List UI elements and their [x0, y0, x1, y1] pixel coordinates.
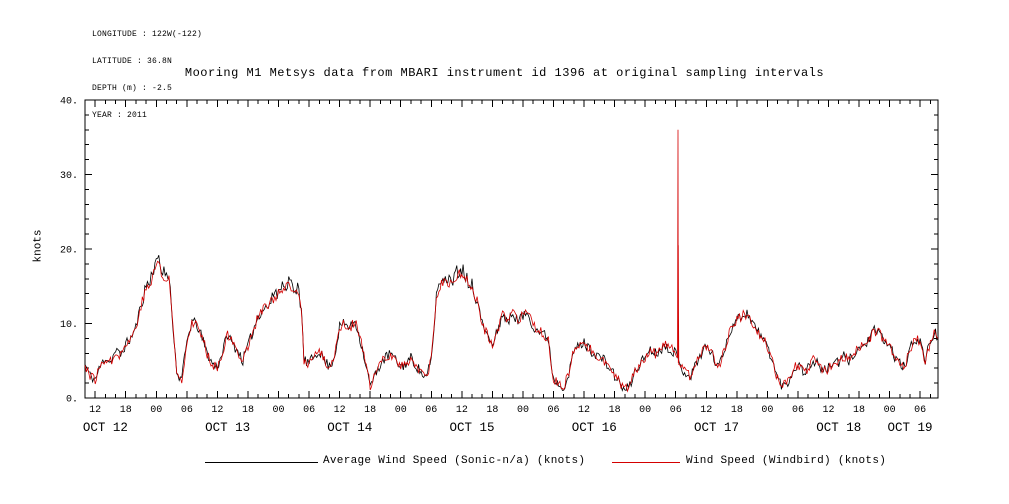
x-tick-label: 00	[639, 405, 651, 416]
x-day-label: OCT 17	[694, 421, 739, 435]
y-tick-labels: 0. 10. 20. 30. 40.	[60, 97, 78, 406]
x-tick-label: 00	[761, 405, 773, 416]
x-tick-label: 18	[242, 405, 254, 416]
x-ticks	[84, 100, 931, 398]
x-day-label: OCT 16	[572, 421, 617, 435]
x-tick-label: 06	[425, 405, 437, 416]
x-day-label: OCT 12	[83, 421, 128, 435]
legend-line-sonic	[205, 462, 318, 463]
x-tick-label: 06	[792, 405, 804, 416]
x-day-label: OCT 18	[816, 421, 861, 435]
x-tick-label: 06	[670, 405, 682, 416]
y-ticks	[85, 99, 938, 399]
x-tick-label: 18	[120, 405, 132, 416]
chart-title: Mooring M1 Metsys data from MBARI instru…	[184, 66, 825, 80]
x-day-label: OCT 15	[450, 421, 495, 435]
x-tick-label: 18	[731, 405, 743, 416]
x-tick-label: 00	[273, 405, 285, 416]
metadata-year: YEAR : 2011	[92, 111, 148, 120]
metadata-latitude: LATITUDE : 36.8N	[92, 57, 173, 66]
x-tick-label: 06	[914, 405, 926, 416]
y-tick-label: 0.	[66, 395, 78, 406]
x-tick-label: 12	[89, 405, 101, 416]
x-day-label: OCT 13	[205, 421, 250, 435]
metadata-block: LONGITUDE : 122W(-122) LATITUDE : 36.8N …	[92, 12, 202, 138]
x-tick-label: 12	[823, 405, 835, 416]
legend-line-windbird	[612, 462, 680, 463]
x-tick-label: 00	[517, 405, 529, 416]
x-tick-label: 00	[884, 405, 896, 416]
x-day-label: OCT 14	[327, 421, 372, 435]
series-windbird-line	[84, 129, 939, 393]
metadata-depth: DEPTH (m) : -2.5	[92, 84, 173, 93]
x-tick-label: 12	[211, 405, 223, 416]
x-tick-label: 12	[700, 405, 712, 416]
x-tick-label: 06	[181, 405, 193, 416]
x-tick-label: 18	[486, 405, 498, 416]
y-tick-label: 10.	[60, 320, 78, 331]
x-tick-label: 12	[334, 405, 346, 416]
x-tick-label: 06	[303, 405, 315, 416]
metadata-longitude: LONGITUDE : 122W(-122)	[92, 30, 203, 39]
x-tick-label: 18	[364, 405, 376, 416]
x-tick-label: 12	[456, 405, 468, 416]
x-tick-label: 18	[609, 405, 621, 416]
y-tick-label: 20.	[60, 246, 78, 257]
x-tick-label: 12	[578, 405, 590, 416]
x-tick-label: 00	[395, 405, 407, 416]
plot-frame	[84, 99, 939, 399]
x-tick-label: 18	[853, 405, 865, 416]
x-day-labels: OCT 12 OCT 13 OCT 14 OCT 15 OCT 16 OCT 17 OCT …	[83, 421, 933, 435]
series-sonic-line	[84, 255, 939, 392]
x-day-label: OCT 19	[887, 421, 932, 435]
y-tick-label: 40.	[60, 97, 78, 108]
x-tick-label: 06	[548, 405, 560, 416]
y-tick-label: 30.	[60, 171, 78, 182]
legend-label-sonic: Average Wind Speed (Sonic-n/a) (knots)	[323, 455, 586, 467]
x-tick-label: 00	[150, 405, 162, 416]
legend-label-windbird: Wind Speed (Windbird) (knots)	[686, 455, 887, 467]
x-tick-labels: 12 18 00 06 12 18 00 06 12 18 00 06 12 18 00 06 12 18 00 06…	[89, 405, 926, 416]
